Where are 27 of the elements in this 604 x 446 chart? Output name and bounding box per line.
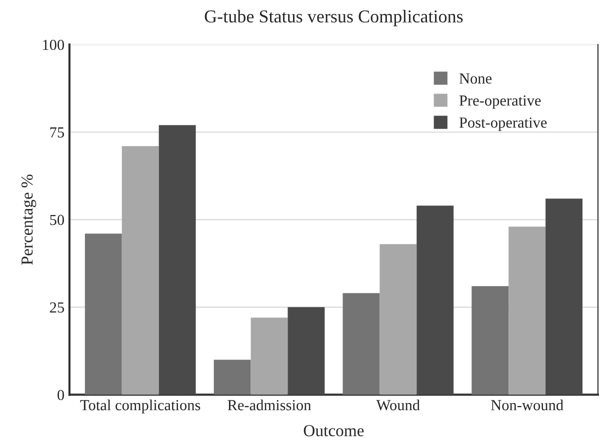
y-tick-label: 0 bbox=[58, 390, 64, 400]
bar bbox=[416, 206, 454, 395]
y-tick-label: 50 bbox=[50, 214, 64, 226]
x-tick-label: Total complications bbox=[80, 400, 200, 414]
legend-label: Pre-operative bbox=[459, 95, 541, 109]
bar bbox=[380, 244, 417, 395]
bar bbox=[214, 360, 251, 395]
bar bbox=[122, 146, 159, 395]
bar bbox=[158, 125, 196, 395]
bar bbox=[84, 234, 122, 395]
bar bbox=[508, 226, 546, 395]
y-axis-title: Percentage % bbox=[21, 174, 36, 265]
bar bbox=[288, 307, 325, 395]
y-tick-label: 25 bbox=[50, 302, 64, 313]
bar bbox=[250, 318, 288, 395]
bar bbox=[342, 293, 380, 395]
legend-label: Post-operative bbox=[459, 117, 547, 131]
y-tick-label: 100 bbox=[43, 40, 64, 50]
x-tick-label: Non-wound bbox=[491, 400, 564, 410]
x-tick-label: Wound bbox=[376, 400, 420, 410]
x-axis-title: Outcome bbox=[304, 425, 364, 436]
legend-label: None bbox=[459, 74, 492, 84]
x-tick-label: Re-admission bbox=[228, 400, 312, 410]
bar bbox=[472, 286, 509, 395]
chart-title: G-tube Status versus Complications bbox=[204, 10, 463, 26]
bar bbox=[546, 198, 582, 395]
y-tick-label: 75 bbox=[50, 127, 64, 138]
